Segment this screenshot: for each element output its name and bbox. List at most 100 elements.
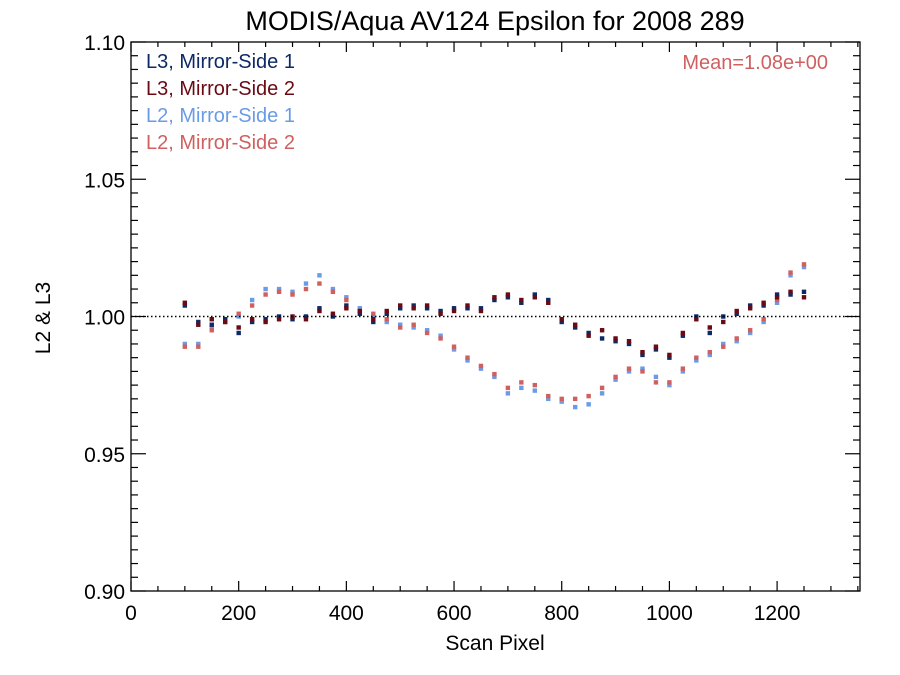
data-point xyxy=(559,317,564,322)
data-point xyxy=(667,382,672,388)
data-point xyxy=(424,306,430,311)
data-point xyxy=(572,325,578,330)
data-point xyxy=(223,317,228,322)
data-point xyxy=(707,325,712,330)
data-point xyxy=(774,295,780,300)
data-point xyxy=(209,317,214,322)
x-axis-title: Scan Pixel xyxy=(445,632,544,655)
data-point xyxy=(653,347,659,352)
data-point xyxy=(559,319,564,325)
data-point xyxy=(465,358,470,363)
data-point xyxy=(196,344,201,349)
data-point xyxy=(317,281,322,286)
data-point xyxy=(721,344,726,349)
data-point xyxy=(613,374,618,380)
plot-frame xyxy=(130,41,861,592)
data-point xyxy=(451,308,457,314)
data-point xyxy=(182,303,188,308)
x-tick-label: 600 xyxy=(437,602,472,625)
data-point xyxy=(788,292,793,297)
data-point xyxy=(519,297,524,303)
data-point xyxy=(613,339,618,344)
data-point xyxy=(505,295,511,300)
data-point xyxy=(424,330,430,336)
data-point xyxy=(640,369,645,374)
data-point xyxy=(653,374,659,380)
data-point xyxy=(774,300,780,305)
data-point xyxy=(599,328,605,333)
data-point xyxy=(263,319,268,325)
data-point xyxy=(532,382,537,388)
data-point xyxy=(734,339,739,344)
data-point xyxy=(411,325,416,330)
data-point xyxy=(640,352,645,358)
data-point xyxy=(249,317,255,322)
data-point xyxy=(196,322,201,327)
data-point xyxy=(801,264,807,270)
data-point xyxy=(263,292,268,297)
data-point xyxy=(492,297,497,303)
data-point xyxy=(438,308,443,314)
legend-item: L3, Mirror-Side 1 xyxy=(146,51,295,73)
data-point xyxy=(236,330,241,336)
data-point xyxy=(572,404,578,410)
data-point xyxy=(788,289,793,294)
data-point xyxy=(626,366,632,371)
data-point xyxy=(451,347,457,352)
y-tick-label: 1.00 xyxy=(84,307,125,330)
data-point xyxy=(626,339,632,344)
data-point xyxy=(371,317,376,322)
data-point xyxy=(317,308,322,314)
data-point xyxy=(276,289,282,294)
data-point xyxy=(747,330,753,336)
data-point xyxy=(303,314,309,319)
data-point xyxy=(519,380,524,385)
data-point xyxy=(330,286,336,292)
data-point xyxy=(249,303,255,308)
data-point xyxy=(317,273,322,278)
data-point xyxy=(532,295,537,300)
data-point xyxy=(384,311,389,316)
data-point xyxy=(398,322,403,327)
series-1 xyxy=(182,289,807,358)
data-point xyxy=(384,308,389,314)
data-point xyxy=(613,336,618,341)
data-point xyxy=(371,319,376,325)
x-tick-label: 1000 xyxy=(646,602,693,625)
data-point xyxy=(586,402,591,407)
data-point xyxy=(505,292,511,297)
data-point xyxy=(626,369,632,374)
data-point xyxy=(680,333,686,338)
data-point xyxy=(734,336,739,341)
legend-item: L2, Mirror-Side 2 xyxy=(146,132,295,154)
x-tick-label: 200 xyxy=(221,602,256,625)
data-point xyxy=(249,297,255,303)
data-point xyxy=(290,292,295,297)
data-point xyxy=(196,319,201,325)
data-point xyxy=(747,303,753,308)
data-point xyxy=(344,297,349,303)
series-3 xyxy=(182,262,807,402)
data-point xyxy=(492,295,497,300)
data-point xyxy=(290,317,295,322)
data-point xyxy=(721,319,726,325)
data-point xyxy=(438,336,443,341)
y-tick-label: 1.10 xyxy=(84,32,125,55)
x-tick-label: 1200 xyxy=(754,602,801,625)
y-axis-title: L2 & L3 xyxy=(32,282,55,354)
data-point xyxy=(438,311,443,316)
data-point xyxy=(209,322,214,327)
data-point xyxy=(303,281,309,286)
data-point xyxy=(734,311,739,316)
data-point xyxy=(694,355,699,360)
data-point xyxy=(586,393,591,399)
data-point xyxy=(424,328,430,333)
data-point xyxy=(505,385,511,391)
data-point xyxy=(438,333,443,338)
data-point xyxy=(209,328,214,333)
data-point xyxy=(196,341,201,347)
legend-item: L2, Mirror-Side 1 xyxy=(146,105,295,127)
data-point xyxy=(451,306,457,311)
data-point xyxy=(667,352,672,358)
